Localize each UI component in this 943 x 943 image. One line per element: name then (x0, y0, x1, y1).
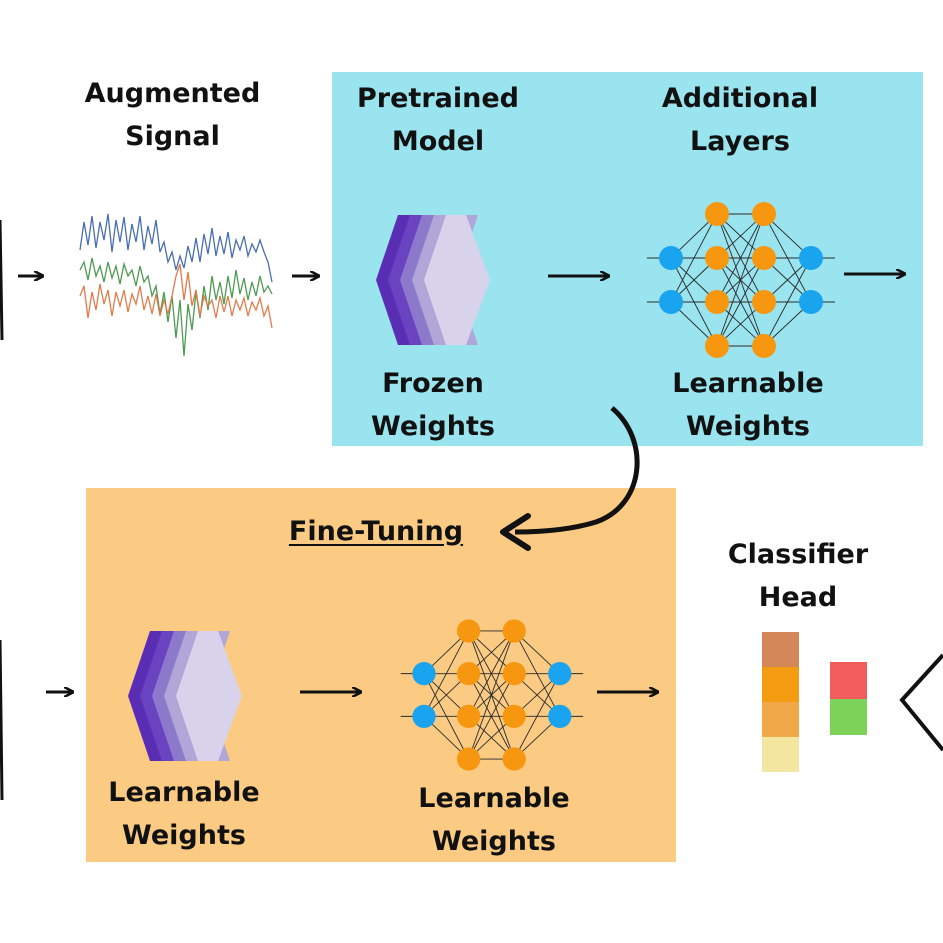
signal-trace-blue (79, 213, 273, 283)
network-connection (513, 673, 561, 760)
layer-stack-icon (376, 215, 490, 345)
signal-trace-green (79, 257, 273, 357)
hidden-neuron (502, 619, 526, 643)
input-output-neuron (412, 662, 436, 686)
classifier-stack-segment (762, 632, 799, 667)
right-edge-fragment (899, 653, 943, 752)
input-output-neuron (659, 246, 683, 270)
input-output-neuron (799, 246, 823, 270)
network-connection (468, 630, 515, 717)
classifier-output-segment (830, 699, 867, 735)
hidden-neuron (456, 704, 481, 728)
learnable-weights-bottom-right-label: Learnable Weights (418, 783, 570, 857)
network-connection (716, 257, 765, 347)
frozen-weights-label: Frozen Weights (371, 368, 495, 442)
learnable-weights-top-label: Learnable Weights (672, 368, 824, 442)
augmented-signal-plot (79, 213, 273, 357)
hidden-neuron (456, 619, 481, 643)
input-output-neuron (659, 290, 683, 314)
layer-stack-icon (128, 631, 242, 761)
hidden-neuron (456, 747, 481, 771)
hidden-neuron (502, 704, 526, 728)
pretrained-model-label: Pretrained Model (357, 83, 519, 157)
hidden-neuron (705, 290, 729, 314)
input-output-neuron (548, 662, 572, 686)
network-connection (670, 213, 718, 303)
fine-tuning-title: Fine-Tuning (288, 516, 464, 547)
hidden-neuron (705, 246, 729, 270)
input-output-neuron (799, 290, 823, 314)
hidden-neuron (752, 334, 776, 358)
network-connection (468, 673, 515, 760)
hidden-neuron (456, 662, 481, 686)
augmented-signal-label: Augmented Signal (84, 78, 261, 152)
network-connection (423, 630, 470, 717)
classifier-head-label: Classifier Head (727, 539, 869, 613)
neural-network-icon (647, 202, 835, 358)
flow-arrows (18, 274, 904, 692)
hidden-neuron (502, 747, 526, 771)
network-connection (716, 213, 765, 303)
network-connection (468, 630, 515, 760)
hidden-neuron (752, 290, 776, 314)
input-output-neuron (548, 704, 572, 728)
curved-arrow-icon (500, 406, 640, 551)
classifier-stack-segment (762, 737, 799, 772)
hidden-neuron (502, 662, 526, 686)
hidden-neuron (752, 246, 776, 270)
hidden-neuron (705, 334, 729, 358)
hidden-neuron (752, 202, 776, 226)
hidden-neuron (705, 202, 729, 226)
learnable-weights-bottom-left-label: Learnable Weights (108, 777, 260, 851)
classifier-stack-segment (762, 667, 799, 702)
classifier-stack-segment (762, 702, 799, 737)
left-edge-fragment (0, 219, 4, 801)
signal-trace-orange (79, 263, 273, 329)
network-connection (716, 213, 765, 347)
classifier-output-segment (830, 662, 867, 699)
classifier-head (762, 632, 867, 772)
neural-network-icon (400, 619, 584, 771)
network-connection (763, 257, 812, 347)
input-output-neuron (412, 704, 436, 728)
additional-layers-label: Additional Layers (661, 83, 819, 157)
